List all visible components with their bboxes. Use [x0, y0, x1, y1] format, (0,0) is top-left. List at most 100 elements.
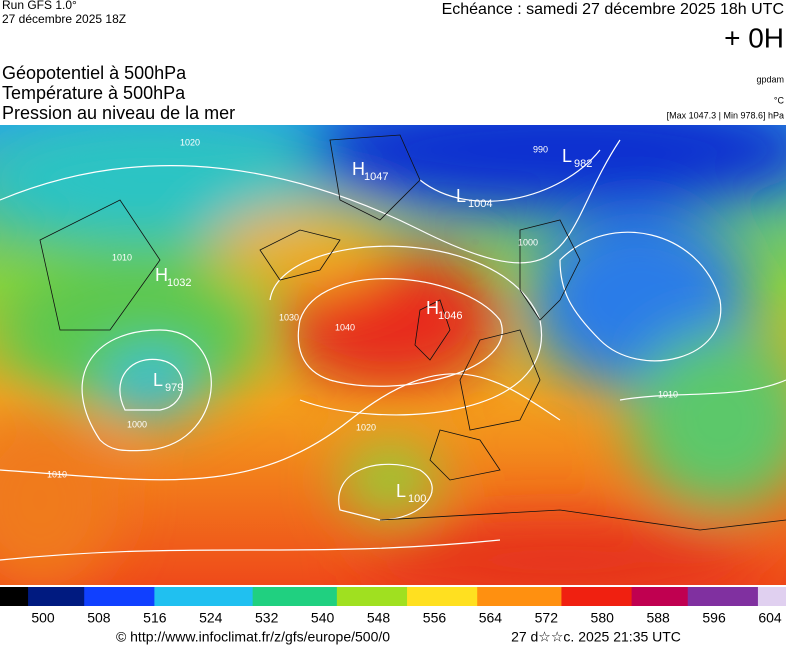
run-date: 27 décembre 2025 18Z — [2, 12, 126, 26]
center-letter: L — [562, 146, 572, 166]
center-letter: L — [153, 370, 163, 390]
center-value: 979 — [165, 382, 183, 394]
source: © http://www.infoclimat.fr/z/gfs/europe/… — [116, 629, 390, 645]
color-swatch — [477, 587, 492, 606]
run: Run GFS 1.0° — [2, 0, 77, 12]
isobar-label: 1000 — [127, 419, 147, 429]
unit: [Max 1047.3 | Min 978.6] hPa — [667, 110, 784, 120]
center-letter: H — [155, 265, 168, 285]
isobar-label: 1020 — [356, 422, 376, 432]
scale-label: 556 — [423, 610, 447, 626]
unit: °C — [774, 95, 785, 105]
color-swatch — [701, 587, 717, 606]
color-swatch — [70, 587, 85, 606]
color-swatch — [407, 587, 422, 606]
color-swatch — [575, 587, 590, 606]
center-value: 1047 — [364, 171, 388, 183]
scale-label: 572 — [535, 610, 559, 626]
color-swatch — [491, 587, 506, 606]
color-swatch — [28, 587, 43, 606]
center-letter: L — [456, 186, 466, 206]
center-value: 982 — [574, 158, 592, 170]
color-swatch — [126, 587, 141, 606]
color-swatch — [308, 587, 324, 606]
center-letter: H — [426, 298, 439, 318]
center-letter: L — [396, 481, 406, 501]
color-swatch — [196, 587, 212, 606]
color-swatch — [673, 587, 689, 606]
center-value: 1032 — [167, 277, 191, 289]
center-value: 1046 — [438, 310, 462, 322]
color-swatch — [589, 587, 605, 606]
field: Température à 500hPa — [2, 83, 186, 103]
color-swatch — [603, 587, 619, 606]
color-swatch — [463, 587, 478, 606]
center-value: 100 — [408, 493, 426, 505]
scale-label: 596 — [702, 610, 726, 626]
color-swatch — [140, 587, 155, 606]
color-swatch — [42, 587, 57, 606]
color-swatch — [322, 587, 338, 606]
color-swatch — [547, 587, 562, 606]
timestamp: 27 d☆☆c. 2025 21:35 UTC — [511, 629, 681, 645]
scale-label: 580 — [591, 610, 615, 626]
color-swatch — [168, 587, 183, 606]
offset: + 0H — [724, 22, 784, 53]
center-value: 1004 — [468, 198, 492, 210]
color-swatch — [561, 587, 576, 606]
color-swatch — [294, 587, 310, 606]
isobar-label: 990 — [533, 144, 548, 154]
scale-label: 524 — [199, 610, 223, 626]
scale-label: 516 — [143, 610, 167, 626]
color-swatch — [421, 587, 436, 606]
scale-label: 500 — [31, 610, 55, 626]
center-letter: H — [352, 159, 365, 179]
color-swatch — [336, 587, 352, 606]
unit: gpdam — [756, 74, 784, 84]
scale-label: 532 — [255, 610, 279, 626]
color-swatch — [729, 587, 745, 606]
isobar-label: 1030 — [279, 312, 299, 322]
isobars — [0, 139, 786, 561]
color-swatch — [182, 587, 197, 606]
color-swatch — [266, 587, 282, 606]
color-swatch — [14, 587, 29, 606]
scale-label: 588 — [646, 610, 670, 626]
color-swatch — [154, 587, 169, 606]
color-swatch — [617, 587, 633, 606]
isobar-label: 1010 — [47, 469, 67, 479]
color-swatch — [715, 587, 731, 606]
scale-label: 564 — [479, 610, 503, 626]
field: Pression au niveau de la mer — [2, 103, 235, 123]
isobar-label: 1010 — [112, 252, 132, 262]
color-swatch — [631, 587, 647, 606]
color-swatch — [238, 587, 254, 606]
color-swatch — [645, 587, 661, 606]
color-swatch — [350, 587, 366, 606]
color-swatch — [224, 587, 240, 606]
color-swatch — [98, 587, 113, 606]
color-swatch — [743, 587, 759, 606]
coastlines — [39, 134, 786, 531]
color-swatch — [533, 587, 548, 606]
color-swatch — [280, 587, 296, 606]
color-swatch — [112, 587, 127, 606]
color-swatch — [519, 587, 534, 606]
field: Géopotentiel à 500hPa — [2, 63, 187, 83]
scale-label: 548 — [367, 610, 391, 626]
color-swatch — [364, 587, 380, 606]
color-swatch — [84, 587, 99, 606]
scale-label: 604 — [758, 610, 782, 626]
echeance: Echéance : samedi 27 décembre 2025 18h U… — [442, 1, 784, 18]
scale-label: 540 — [311, 610, 335, 626]
color-swatch — [659, 587, 675, 606]
color-swatch — [757, 587, 773, 606]
isobar-label: 1010 — [658, 389, 678, 399]
color-swatch — [435, 587, 450, 606]
color-swatch — [252, 587, 268, 606]
isobar-label: 1020 — [180, 137, 200, 147]
scale-label: 508 — [87, 610, 111, 626]
color-swatch — [378, 587, 394, 606]
